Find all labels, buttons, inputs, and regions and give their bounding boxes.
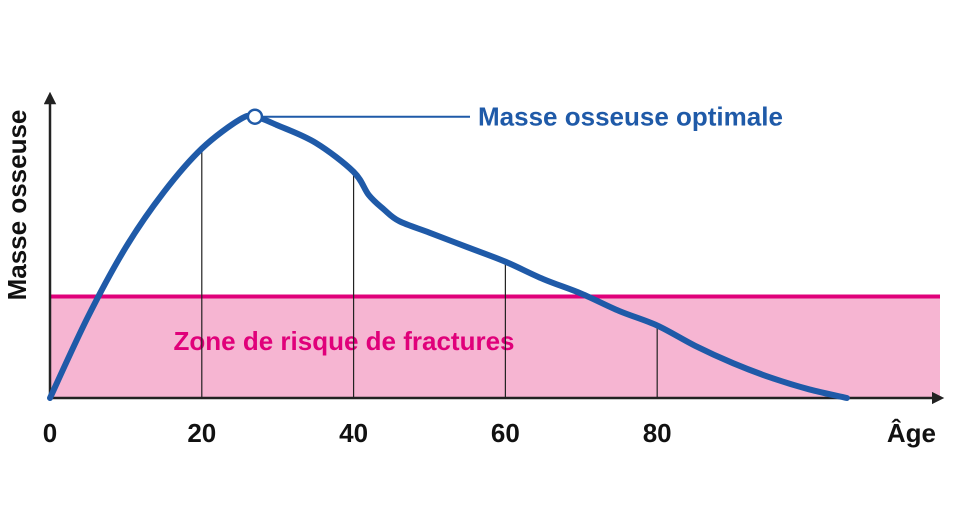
risk-zone-area: [50, 296, 940, 398]
bone-mass-curve: [47, 112, 850, 401]
x-tick-label-80: 80: [643, 418, 672, 448]
risk-zone-label: Zone de risque de fractures: [174, 326, 515, 356]
x-tick-label-20: 20: [187, 418, 216, 448]
y-axis-label: Masse osseuse: [2, 110, 32, 301]
x-tick-label-0: 0: [43, 418, 57, 448]
optimum-label: Masse osseuse optimale: [478, 102, 783, 132]
x-tick-labels: 0 20 40 60 80: [43, 418, 672, 448]
x-tick-label-60: 60: [491, 418, 520, 448]
optimum-marker: [246, 108, 264, 125]
x-tick-label-40: 40: [339, 418, 368, 448]
drop-lines: [201, 148, 658, 398]
x-axis-label: Âge: [887, 418, 936, 448]
